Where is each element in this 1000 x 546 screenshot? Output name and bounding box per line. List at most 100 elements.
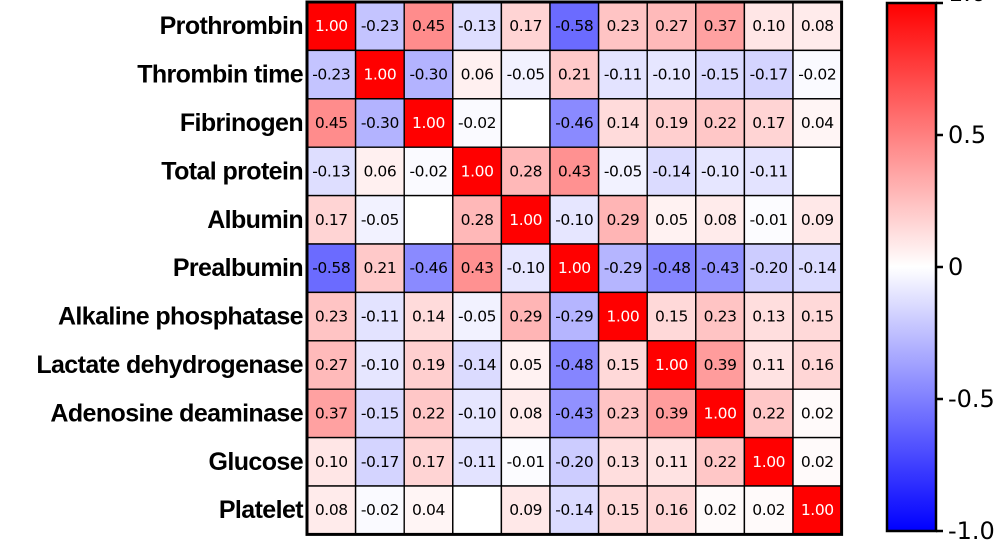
heatmap-cell — [403, 388, 454, 439]
row-label: Alkaline phosphatase — [58, 303, 304, 331]
row-label: Prothrombin — [160, 12, 303, 40]
cell-value-label: 0.45 — [315, 114, 348, 132]
cell-value-label: -0.10 — [555, 211, 593, 229]
cell-value-label: 0.05 — [655, 211, 688, 229]
cell-value-label: 0.21 — [558, 66, 591, 84]
row-labels: Prothrombin Thrombin time Fibrinogen Total … — [36, 12, 305, 524]
cell-value-label: 0.13 — [752, 308, 785, 326]
heatmap-cell — [306, 291, 357, 342]
colorbar-tick-label: 1.0 — [948, 0, 986, 7]
cell-value-label: 0.02 — [801, 404, 834, 422]
heatmap-cell — [597, 194, 648, 245]
cell-value-label: 0.23 — [606, 17, 639, 35]
cell-value-label: 0.09 — [801, 211, 834, 229]
cell-value-label: 0.14 — [412, 308, 445, 326]
cell-value-label: 0.13 — [606, 453, 639, 471]
heatmap-cell — [549, 194, 600, 245]
cell-value-label: 0.10 — [752, 17, 785, 35]
cell-value-label: 1.00 — [558, 259, 591, 277]
heatmap-cell — [646, 436, 697, 487]
cell-value-label: -0.02 — [458, 114, 496, 132]
cell-value-label: 0.22 — [704, 453, 737, 471]
cell-value-label: 0.19 — [412, 356, 445, 374]
cell-value-label: -0.58 — [555, 17, 593, 35]
cell-value-label: 0.43 — [461, 259, 494, 277]
colorbar-tick-label: 0 — [948, 253, 963, 281]
cell-value-label: 0.39 — [655, 404, 688, 422]
cell-value-label: -0.01 — [750, 211, 788, 229]
heatmap-cell — [354, 1, 405, 52]
cell-value-label: 0.09 — [509, 501, 542, 519]
cell-value-label: -0.14 — [652, 162, 690, 180]
heatmap-cell — [452, 146, 503, 197]
cell-value-label: 0.23 — [704, 308, 737, 326]
heatmap-cell — [743, 485, 794, 536]
cell-value-label: 0.15 — [606, 501, 639, 519]
cell-value-label: 0.37 — [704, 17, 737, 35]
heatmap-cell — [743, 98, 794, 148]
heatmap-cell — [549, 98, 600, 148]
cell-value-label: -0.05 — [361, 211, 399, 229]
heatmap-cell — [306, 98, 357, 148]
cell-value-label: 0.02 — [704, 501, 737, 519]
cell-value-label: 0.43 — [558, 162, 591, 180]
cell-value-label: 0.23 — [606, 404, 639, 422]
cell-value-label: -0.46 — [409, 259, 447, 277]
cell-value-label: 0.08 — [315, 501, 348, 519]
row-label: Total protein — [161, 157, 303, 185]
heatmap-cell — [500, 146, 551, 197]
cell-value-label: 0.15 — [655, 308, 688, 326]
row-label: Albumin — [207, 206, 303, 234]
cell-value-label: 0.22 — [704, 114, 737, 132]
cell-value-label: 0.04 — [412, 501, 445, 519]
heatmap-cell — [306, 485, 357, 536]
heatmap-cell — [597, 49, 648, 100]
cell-value-label: 0.06 — [363, 162, 396, 180]
heatmap-cell — [743, 388, 794, 439]
heatmap-cell — [792, 388, 843, 439]
cell-value-label: 0.15 — [801, 308, 834, 326]
heatmap-cell — [743, 340, 794, 390]
heatmap-cell — [743, 194, 794, 245]
heatmap-cell — [452, 194, 503, 245]
cell-value-label: -0.11 — [361, 308, 399, 326]
heatmap-cell — [597, 436, 648, 487]
colorbar-ticks: 1.0 0.5 0 -0.5 -1.0 — [936, 0, 995, 545]
cell-value-label: 0.08 — [801, 17, 834, 35]
cell-value-label: 1.00 — [315, 17, 348, 35]
cell-value-label: -0.05 — [507, 66, 545, 84]
heatmap-cell — [549, 485, 600, 536]
cell-value-label: 0.10 — [315, 453, 348, 471]
heatmap-cell — [743, 49, 794, 100]
heatmap-cell — [403, 485, 454, 536]
heatmap-cell — [549, 388, 600, 439]
cell-value-label: 0.17 — [509, 17, 542, 35]
heatmap-cell — [549, 1, 600, 52]
heatmap-cell — [306, 49, 357, 100]
cell-value-label: -0.30 — [361, 114, 399, 132]
heatmap-cell — [792, 291, 843, 342]
cell-value-label: -0.10 — [701, 162, 739, 180]
heatmap-cell — [452, 485, 503, 536]
heatmap-cell — [452, 291, 503, 342]
cell-value-label: -0.02 — [798, 66, 836, 84]
cell-value-label: 0.19 — [655, 114, 688, 132]
cell-value-label: 0.17 — [752, 114, 785, 132]
cell-value-label: -0.29 — [604, 259, 642, 277]
cell-value-label: 0.22 — [752, 404, 785, 422]
cell-value-label: -0.10 — [507, 259, 545, 277]
cell-value-label: -0.29 — [555, 308, 593, 326]
cell-value-label: 0.02 — [752, 501, 785, 519]
heatmap-cell — [695, 243, 746, 294]
cell-value-label: -0.23 — [361, 17, 399, 35]
cell-value-label: -0.43 — [701, 259, 739, 277]
heatmap-cell — [403, 49, 454, 100]
heatmap-cell — [646, 340, 697, 390]
cell-value-label: -0.05 — [604, 162, 642, 180]
row-label: Lactate dehydrogenase — [36, 351, 303, 379]
cell-value-label: 0.27 — [315, 356, 348, 374]
colorbar-tick-label: -0.5 — [948, 385, 995, 413]
heatmap-cell — [500, 98, 551, 148]
heatmap-cell — [646, 98, 697, 148]
cell-value-label: 1.00 — [461, 162, 494, 180]
